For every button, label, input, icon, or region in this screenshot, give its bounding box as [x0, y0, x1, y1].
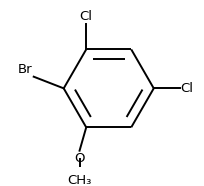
Text: Br: Br: [18, 63, 33, 76]
Text: O: O: [74, 152, 84, 165]
Text: Cl: Cl: [79, 10, 92, 23]
Text: Cl: Cl: [180, 82, 193, 95]
Text: CH₃: CH₃: [67, 174, 91, 186]
